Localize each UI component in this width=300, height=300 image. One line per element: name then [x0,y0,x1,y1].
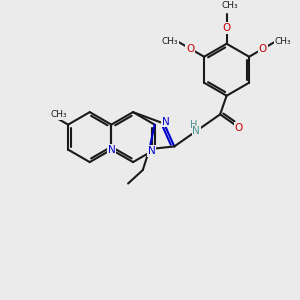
Text: N: N [107,145,115,154]
Text: N: N [162,117,170,127]
Text: CH₃: CH₃ [162,37,178,46]
Text: N: N [148,146,155,156]
Text: N: N [192,126,200,136]
Text: O: O [223,23,231,33]
Text: CH₃: CH₃ [221,1,238,10]
Text: H: H [190,120,197,130]
Text: CH₃: CH₃ [50,110,67,119]
Text: O: O [259,44,267,54]
Text: O: O [235,123,243,133]
Text: O: O [186,44,194,54]
Text: CH₃: CH₃ [275,37,291,46]
